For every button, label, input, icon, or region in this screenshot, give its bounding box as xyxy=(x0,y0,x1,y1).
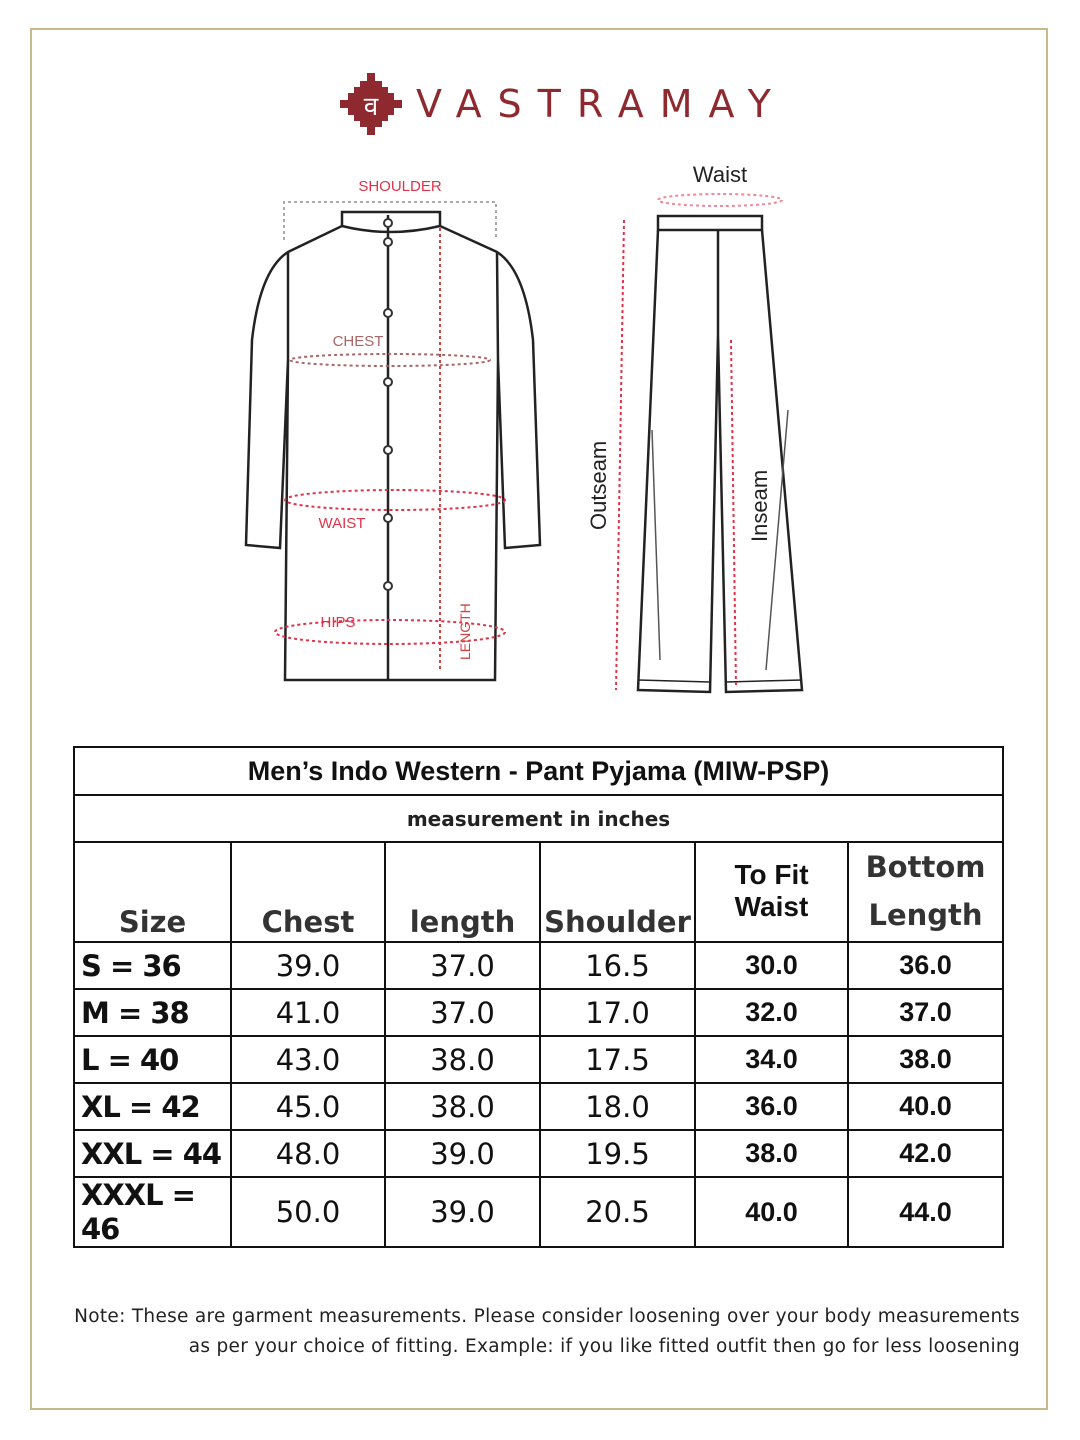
size-cell: XL = 42 xyxy=(73,1082,232,1131)
pant-waist-label: Waist xyxy=(693,162,747,187)
measurement-cell: 37.0 xyxy=(384,941,541,990)
table-row: M = 38 41.0 37.0 17.0 32.0 37.0 xyxy=(73,988,1005,1037)
kurta-buttons xyxy=(383,218,393,591)
measurement-cell: 39.0 xyxy=(384,1129,541,1178)
measurement-cell: 38.0 xyxy=(384,1082,541,1131)
measurement-diagram: SHOULDER CHEST WAIST HIPS LENGTH Waist O… xyxy=(244,162,804,694)
measurement-cell: 17.0 xyxy=(539,988,696,1037)
measurement-cell: 40.0 xyxy=(846,1082,1005,1131)
header-length: length xyxy=(384,841,541,943)
measurement-cell: 20.5 xyxy=(539,1176,696,1248)
measurement-cell: 30.0 xyxy=(694,941,849,990)
header-size: Size xyxy=(73,841,232,943)
measurement-cell: 48.0 xyxy=(230,1129,386,1178)
header-line: Length xyxy=(868,898,983,932)
header-line: To Fit xyxy=(734,859,809,890)
kurta-measure-lines xyxy=(274,201,506,670)
measurement-cell: 16.5 xyxy=(539,941,696,990)
measurement-cell: 17.5 xyxy=(539,1035,696,1084)
measurement-cell: 45.0 xyxy=(230,1082,386,1131)
size-cell: XXL = 44 xyxy=(73,1129,232,1178)
page-border xyxy=(30,28,1048,1410)
kurta-drawing xyxy=(244,210,542,682)
measurement-cell: 38.0 xyxy=(384,1035,541,1084)
measurement-cell: 37.0 xyxy=(846,988,1005,1037)
measurement-cell: 39.0 xyxy=(230,941,386,990)
table-row: XL = 42 45.0 38.0 18.0 36.0 40.0 xyxy=(73,1082,1005,1131)
table-title: Men’s Indo Western - Pant Pyjama (MIW-PS… xyxy=(72,746,1005,796)
table-row: XXL = 44 48.0 39.0 19.5 38.0 42.0 xyxy=(73,1129,1005,1178)
brand-logo: व VASTRAMAY xyxy=(340,72,787,136)
size-cell: M = 38 xyxy=(73,988,232,1037)
table-row: S = 36 39.0 37.0 16.5 30.0 36.0 xyxy=(73,941,1005,990)
chest-label: CHEST xyxy=(333,333,384,350)
table-subtitle: measurement in inches xyxy=(72,794,1005,843)
size-cell: L = 40 xyxy=(73,1035,232,1084)
fitting-note: Note: These are garment measurements. Pl… xyxy=(40,1302,1020,1362)
header-line: Waist xyxy=(734,891,809,922)
measurement-cell: 36.0 xyxy=(846,941,1005,990)
measurement-cell: 34.0 xyxy=(694,1035,849,1084)
brand-name: VASTRAMAY xyxy=(416,82,787,126)
size-cell: S = 36 xyxy=(73,941,232,990)
measurement-cell: 18.0 xyxy=(539,1082,696,1131)
measurement-cell: 32.0 xyxy=(694,988,849,1037)
measurement-cell: 19.5 xyxy=(539,1129,696,1178)
header-to-fit-waist: To Fit Waist xyxy=(694,841,849,943)
brand-emblem-icon: व xyxy=(340,73,402,135)
inseam-label: Inseam xyxy=(747,470,772,542)
outseam-label: Outseam xyxy=(586,441,611,530)
measurement-cell: 41.0 xyxy=(230,988,386,1037)
table-header-row: Size Chest length Shoulder To Fit Waist B… xyxy=(73,841,1005,943)
measurement-cell: 42.0 xyxy=(846,1129,1005,1178)
size-cell: XXXL = 46 xyxy=(73,1176,232,1248)
measurement-cell: 44.0 xyxy=(846,1176,1005,1248)
measurement-cell: 39.0 xyxy=(384,1176,541,1248)
svg-text:व: व xyxy=(364,92,379,122)
measurement-cell: 37.0 xyxy=(384,988,541,1037)
measurement-cell: 43.0 xyxy=(230,1035,386,1084)
table-row: L = 40 43.0 38.0 17.5 34.0 38.0 xyxy=(73,1035,1005,1084)
measurement-cell: 36.0 xyxy=(694,1082,849,1131)
length-label: LENGTH xyxy=(457,603,473,660)
header-bottom-length: Bottom Length xyxy=(846,841,1005,943)
waist-label: WAIST xyxy=(319,515,366,532)
pant-drawing xyxy=(636,214,804,694)
table-row: XXXL = 46 50.0 39.0 20.5 40.0 44.0 xyxy=(73,1176,1005,1248)
hips-label: HIPS xyxy=(320,614,355,631)
shoulder-label: SHOULDER xyxy=(358,178,442,195)
note-line-2: as per your choice of fitting. Example: … xyxy=(188,1336,1020,1357)
measurement-cell: 40.0 xyxy=(694,1176,849,1248)
header-line: Bottom xyxy=(865,850,986,884)
header-chest: Chest xyxy=(230,841,386,943)
header-shoulder: Shoulder xyxy=(539,841,696,943)
measurement-cell: 38.0 xyxy=(694,1129,849,1178)
size-chart-table: Men’s Indo Western - Pant Pyjama (MIW-PS… xyxy=(72,746,1005,1248)
measurement-cell: 38.0 xyxy=(846,1035,1005,1084)
note-line-1: Note: These are garment measurements. Pl… xyxy=(74,1306,1020,1327)
pant-measure-lines xyxy=(615,193,783,691)
measurement-cell: 50.0 xyxy=(230,1176,386,1248)
